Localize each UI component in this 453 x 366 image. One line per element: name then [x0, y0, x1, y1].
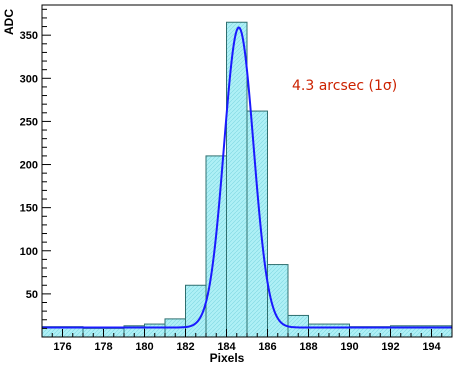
x-tick-label-180: 180	[135, 341, 153, 353]
x-tick-label-184: 184	[217, 341, 236, 353]
y-axis-ticks: 50 100 150 200 250 300 350	[20, 8, 51, 338]
x-tick-label-192: 192	[381, 341, 399, 353]
x-tick-label-194: 194	[422, 341, 441, 353]
y-tick-label-200: 200	[20, 160, 38, 172]
sigma-annotation: 4.3 arcsec (1σ)	[292, 78, 397, 94]
histogram-bar-8	[246, 110, 268, 338]
y-tick-label-300: 300	[20, 73, 38, 85]
x-tick-label-190: 190	[340, 341, 358, 353]
y-tick-label-350: 350	[20, 30, 38, 42]
x-tick-label-182: 182	[176, 341, 194, 353]
y-tick-label-250: 250	[20, 116, 38, 128]
gaussian-fit-curve	[42, 26, 452, 329]
x-axis-title: Pixels	[210, 351, 245, 365]
x-tick-label-176: 176	[53, 341, 71, 353]
x-tick-label-188: 188	[299, 341, 317, 353]
y-tick-label-50: 50	[26, 289, 38, 301]
x-tick-label-186: 186	[258, 341, 276, 353]
histogram-bar-7	[226, 21, 248, 338]
y-tick-label-100: 100	[20, 246, 38, 258]
histogram-bar-6	[205, 155, 227, 338]
x-axis-ticks: 176 178 180 182 184 186 188 190 192 194	[41, 329, 453, 353]
y-axis-title: ADC	[2, 9, 16, 35]
y-tick-label-150: 150	[20, 203, 38, 215]
x-tick-label-178: 178	[94, 341, 112, 353]
